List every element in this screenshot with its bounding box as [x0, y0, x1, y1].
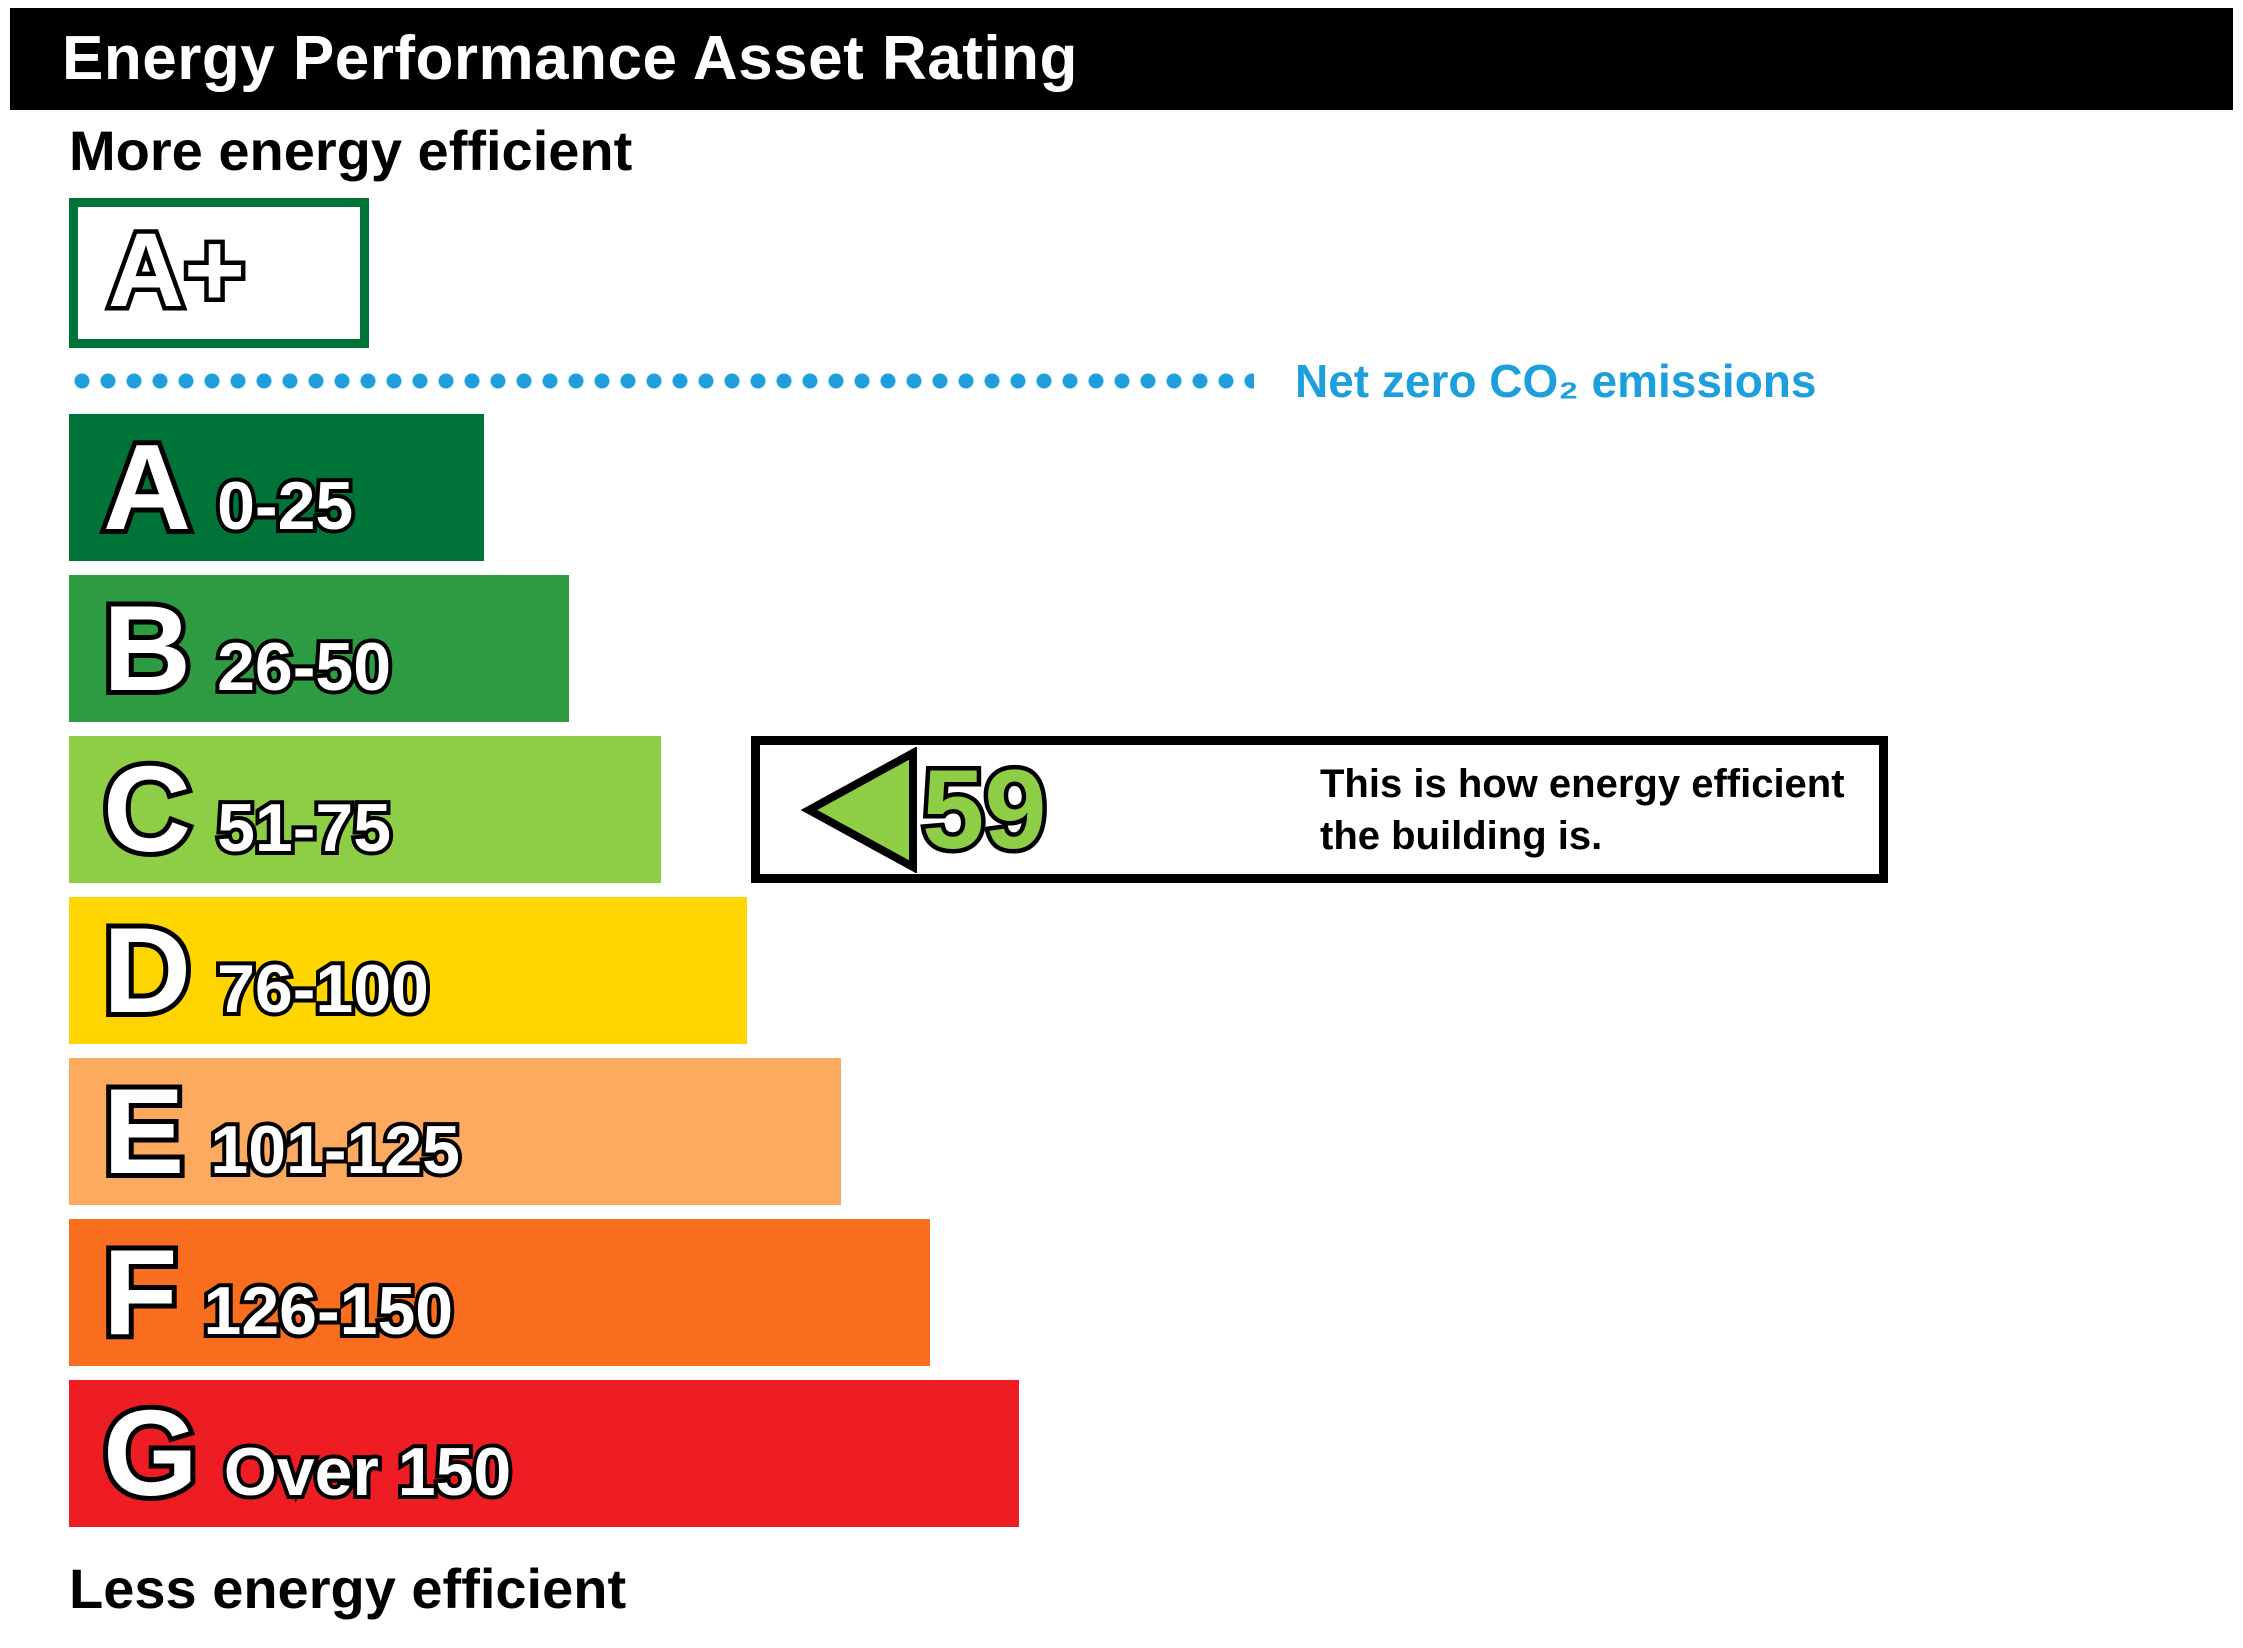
indicator-description-line1: This is how energy efficient — [1320, 761, 1845, 806]
page-title: Energy Performance Asset Rating — [62, 24, 1078, 93]
netzero-dotted-line — [69, 372, 1254, 390]
band-c: C 51-75 — [69, 736, 661, 883]
band-letter: B — [98, 575, 196, 721]
band-letter: A — [98, 414, 196, 560]
band-letter: D — [98, 897, 196, 1043]
band-b: B 26-50 — [69, 575, 569, 722]
band-g: G Over 150 — [69, 1380, 1019, 1527]
band-range: 101-125 — [206, 1108, 464, 1192]
a-plus-box: A+ — [69, 198, 369, 348]
indicator-box: 59 This is how energy efficient the buil… — [751, 736, 1888, 883]
band-letter: F — [98, 1219, 182, 1365]
band-letter: E — [98, 1058, 189, 1204]
band-list: A 0-25 B 26-50 C 51-75 D 76-100 E 101-125 F 126-150… — [69, 414, 1019, 1541]
arrow-shape — [800, 746, 917, 873]
band-letter: C — [98, 736, 196, 882]
more-efficient-label: More energy efficient — [69, 119, 633, 182]
indicator-description-line2: the building is. — [1320, 813, 1603, 858]
less-efficient-label: Less energy efficient — [69, 1557, 627, 1620]
band-range: 26-50 — [213, 625, 395, 709]
netzero-label: Net zero CO₂ emissions — [1295, 355, 1817, 407]
indicator-value: 59 — [918, 746, 1052, 872]
band-range: 126-150 — [200, 1269, 458, 1353]
indicator-pointer: 59 — [800, 746, 1052, 873]
band-f: F 126-150 — [69, 1219, 930, 1366]
band-letter: G — [98, 1380, 203, 1526]
band-range: 0-25 — [213, 464, 357, 548]
band-range: Over 150 — [220, 1430, 515, 1514]
band-e: E 101-125 — [69, 1058, 841, 1205]
band-range: 76-100 — [213, 947, 433, 1031]
indicator-arrow-icon — [800, 746, 917, 873]
header-bar: Energy Performance Asset Rating — [10, 8, 2233, 110]
indicator-description: This is how energy efficient the buildin… — [1320, 758, 1845, 862]
band-range: 51-75 — [213, 786, 395, 870]
band-a: A 0-25 — [69, 414, 484, 561]
a-plus-label: A+ — [103, 208, 249, 334]
band-d: D 76-100 — [69, 897, 747, 1044]
